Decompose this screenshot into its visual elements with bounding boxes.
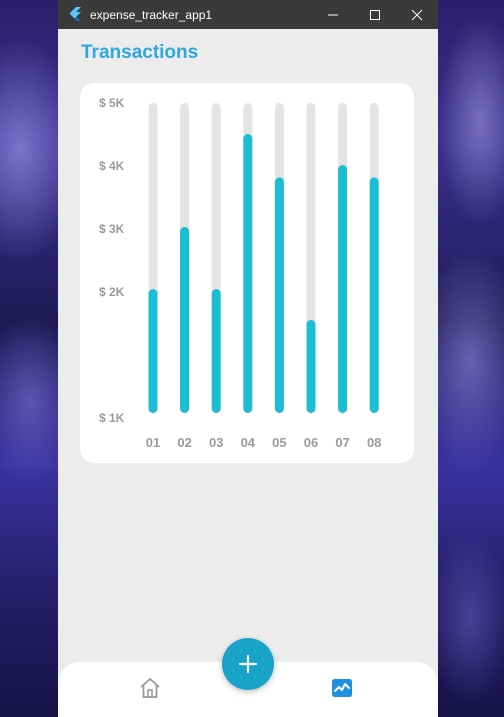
y-tick-label: $ 1K — [99, 411, 125, 425]
minimize-icon — [328, 14, 338, 15]
page-title: Transactions — [81, 42, 199, 63]
bar-01[interactable] — [148, 289, 158, 413]
x-tick-label: 07 — [335, 435, 349, 450]
maximize-button[interactable] — [354, 0, 396, 29]
close-icon — [411, 9, 423, 20]
maximize-icon — [370, 9, 380, 20]
x-tick-label: 02 — [177, 435, 191, 450]
x-tick-label: 08 — [367, 435, 381, 450]
x-tick-label: 06 — [304, 435, 318, 450]
y-tick-label: $ 4K — [99, 159, 125, 173]
y-tick-label: $ 5K — [99, 96, 125, 110]
y-tick-label: $ 2K — [99, 285, 125, 299]
title-bar: expense_tracker_app1 — [58, 0, 438, 29]
close-button[interactable] — [396, 0, 438, 29]
plus-icon — [238, 654, 258, 674]
x-tick-label: 03 — [209, 435, 223, 450]
add-transaction-button[interactable] — [222, 638, 274, 690]
bar-02[interactable] — [180, 227, 190, 413]
x-tick-label: 01 — [146, 435, 160, 450]
home-icon[interactable] — [138, 676, 162, 700]
bar-chart: $ 5K $ 4K $ 3K $ 2K $ 1K 01 02 03 04 05 06 07 08 — [99, 96, 381, 450]
bar-06[interactable] — [306, 320, 316, 413]
x-tick-label: 05 — [272, 435, 286, 450]
bar-04[interactable] — [243, 134, 253, 413]
chart-icon[interactable] — [330, 676, 354, 700]
x-tick-label: 04 — [241, 435, 256, 450]
minimize-button[interactable] — [312, 0, 354, 29]
bar-07[interactable] — [338, 165, 348, 413]
flutter-logo-icon — [69, 6, 81, 21]
app-window: expense_tracker_app1 Transactions $ 5K $ … — [58, 0, 438, 717]
chart-card: $ 5K $ 4K $ 3K $ 2K $ 1K 01 02 03 04 05 06 07 08 — [80, 83, 414, 463]
bar-05[interactable] — [274, 177, 284, 413]
bar-03[interactable] — [211, 289, 221, 413]
bar-08[interactable] — [369, 177, 379, 413]
window-title: expense_tracker_app1 — [90, 7, 213, 22]
y-tick-label: $ 3K — [99, 222, 125, 236]
